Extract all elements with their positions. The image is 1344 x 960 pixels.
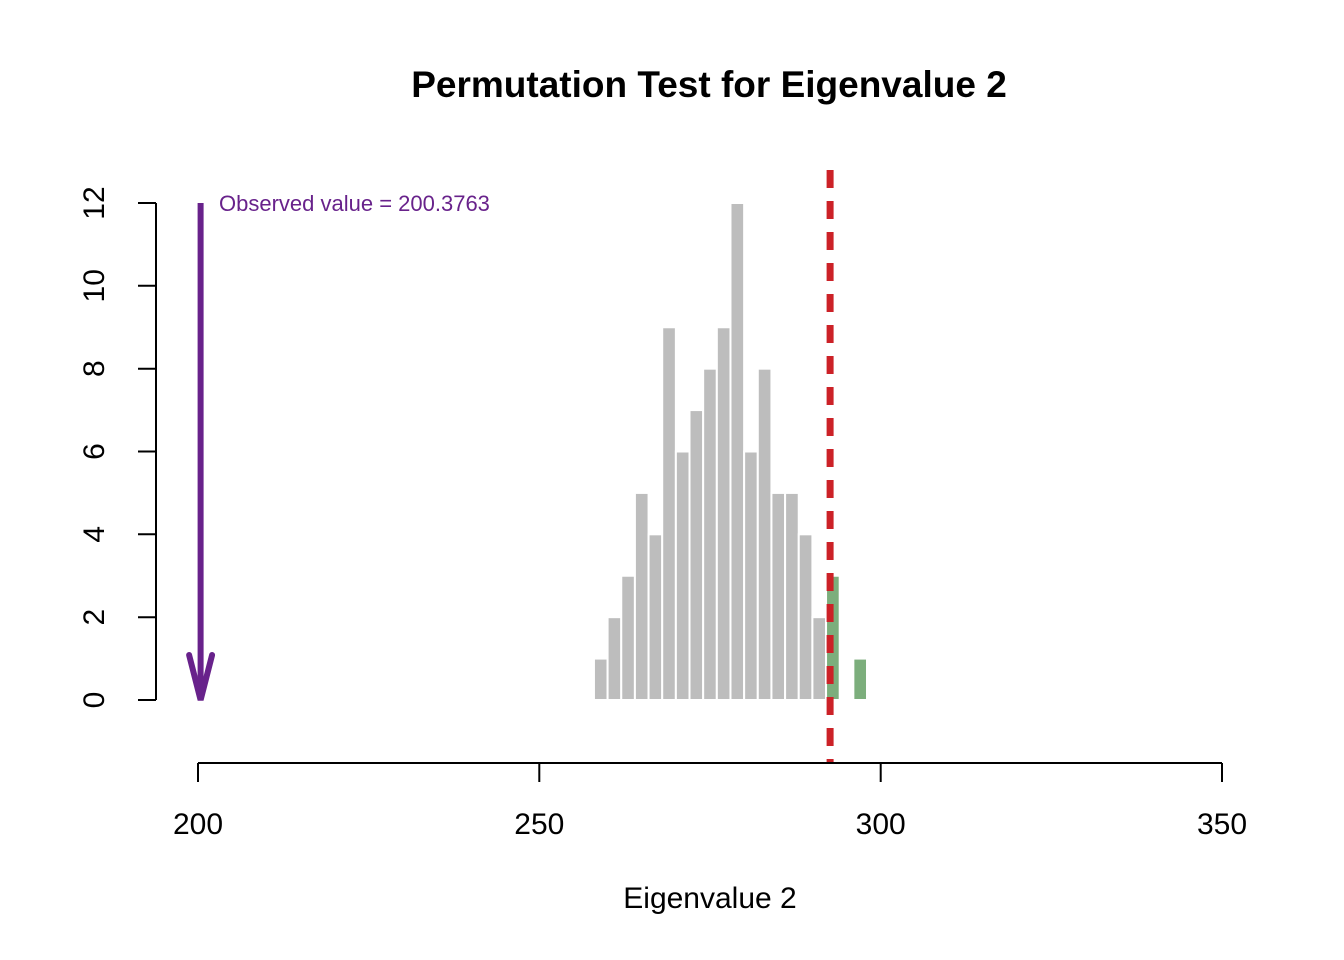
y-tick-label: 12 — [78, 186, 111, 219]
bars-layer — [592, 202, 869, 702]
histogram-bar — [784, 491, 800, 702]
arrow-head — [186, 652, 216, 701]
histogram-bar — [715, 326, 732, 701]
histogram-bar — [729, 202, 746, 701]
observed-arrow — [186, 203, 216, 701]
histogram-bar — [592, 657, 609, 702]
y-tick-label: 2 — [78, 609, 111, 626]
histogram-bar — [606, 616, 623, 701]
histogram-bar-significant — [852, 657, 869, 702]
x-axis: 200 250 300 350 — [173, 762, 1247, 841]
histogram-bar — [743, 450, 759, 701]
histogram-bar — [702, 367, 718, 701]
x-tick-label: 300 — [856, 808, 906, 841]
histogram-bar — [633, 491, 650, 702]
x-axis-label: Eigenvalue 2 — [623, 882, 796, 915]
y-tick-label: 6 — [78, 443, 111, 460]
x-tick-label: 250 — [514, 808, 564, 841]
y-tick-label: 4 — [78, 526, 111, 543]
y-tick-label: 0 — [78, 692, 111, 709]
histogram-bar — [770, 491, 787, 702]
x-tick-label: 350 — [1197, 808, 1247, 841]
histogram-bar — [797, 533, 814, 702]
x-tick-label: 200 — [173, 808, 223, 841]
y-tick-label: 8 — [78, 360, 111, 377]
chart-title: Permutation Test for Eigenvalue 2 — [411, 64, 1007, 105]
histogram-bar — [620, 574, 636, 701]
y-tick-label: 10 — [78, 269, 111, 302]
histogram-bar — [688, 409, 705, 701]
histogram-bar — [811, 616, 828, 701]
histogram-bar — [661, 326, 677, 701]
observed-value-label: Observed value = 200.3763 — [219, 191, 490, 216]
histogram-bar — [756, 367, 773, 701]
histogram-bar — [674, 450, 691, 701]
y-axis: 0 2 4 6 8 10 12 — [78, 186, 157, 709]
histogram-bar — [647, 533, 664, 702]
